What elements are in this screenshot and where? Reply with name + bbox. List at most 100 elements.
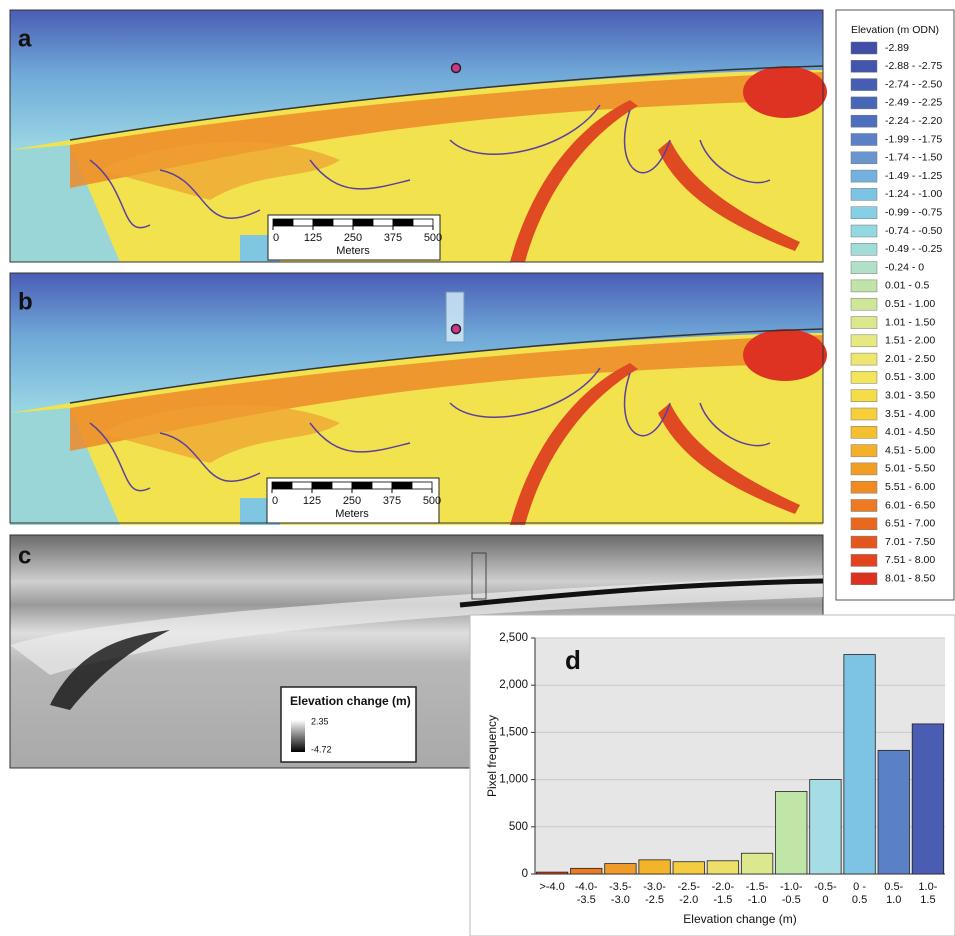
legend-label: 4.01 - 4.50 [885, 426, 935, 438]
x-tick-label: -3.5- [609, 881, 632, 893]
bar [535, 871, 569, 875]
legend-title: Elevation (m ODN) [851, 24, 939, 36]
y-tick-label: 1,500 [499, 726, 528, 738]
legend-swatch [850, 480, 878, 494]
x-tick-label: -1.5- [746, 881, 769, 893]
y-tick-label: 2,500 [499, 632, 528, 644]
legend-swatch [850, 133, 878, 146]
legend-swatch [850, 389, 878, 402]
scale-segment [351, 481, 373, 490]
map-panel: a 0 125 250 375 500 Meters [9, 9, 828, 263]
legend-swatch [850, 535, 878, 549]
legend-swatch [850, 224, 878, 238]
site-marker [450, 323, 462, 335]
map-panel: b 0 125 250 375 500 Meters [9, 272, 828, 526]
y-tick-label: 500 [509, 821, 528, 833]
legend-label: 3.01 - 3.50 [885, 389, 935, 401]
bar [740, 852, 774, 875]
legend-swatch [850, 188, 878, 201]
scale-tick-label: 375 [384, 232, 402, 244]
x-tick-label: -1.5 [713, 894, 732, 906]
legend-label: 0.51 - 1.00 [885, 298, 935, 310]
legend-swatch [850, 316, 878, 329]
legend-title: Elevation change (m) [290, 694, 411, 708]
y-tick-label: 2,000 [499, 679, 528, 691]
bar-chart: d Pixel frequency Elevation change (m) 0… [469, 614, 955, 936]
chart-title: d [565, 645, 581, 675]
bar [843, 654, 876, 875]
bar [604, 863, 637, 875]
legend-swatch [850, 261, 878, 274]
elevation-legend: Elevation (m ODN) -2.89 -2.88 - -2.75 -2.7… [835, 9, 955, 601]
x-tick-label: -2.5- [677, 881, 700, 893]
legend-label: -0.74 - -0.50 [885, 225, 942, 237]
x-tick-label: 0 [822, 894, 828, 906]
panel-label: b [18, 288, 33, 315]
site-marker [450, 62, 462, 74]
legend-swatch [850, 279, 878, 293]
legend-swatch [850, 554, 878, 567]
x-tick-label: 0.5 [852, 894, 867, 906]
panel-frame [9, 9, 824, 263]
panel-label: c [18, 542, 31, 569]
legend-swatch [850, 517, 878, 531]
legend-label: -2.74 - -2.50 [885, 78, 942, 90]
scale-segment [312, 218, 334, 227]
bar [706, 860, 740, 875]
legend-label: 3.51 - 4.00 [885, 408, 935, 420]
legend-label: 8.01 - 8.50 [885, 572, 935, 584]
legend-swatch [850, 334, 878, 348]
x-tick-label: -4.0- [575, 881, 598, 893]
scale-segment [412, 218, 434, 227]
y-tick-label: 1,000 [499, 774, 528, 786]
legend-label: 5.01 - 5.50 [885, 463, 935, 475]
bar [570, 867, 603, 875]
legend-min: -4.72 [311, 744, 332, 754]
scale-segment [272, 218, 294, 227]
scale-segment [352, 218, 374, 227]
scale-segment [331, 481, 353, 490]
legend-swatch [850, 462, 878, 476]
legend-swatch [850, 444, 878, 457]
scale-unit: Meters [336, 245, 370, 257]
legend-swatch [850, 426, 878, 439]
legend-swatch [850, 371, 878, 384]
transect-box [471, 552, 487, 600]
scale-tick-label: 375 [383, 495, 401, 507]
legend-label: 6.51 - 7.00 [885, 518, 935, 530]
legend-label: 5.51 - 6.00 [885, 481, 935, 493]
scale-tick-label: 250 [343, 495, 361, 507]
scale-tick-label: 250 [344, 232, 362, 244]
legend-label: -2.89 [885, 42, 909, 54]
legend-max: 2.35 [311, 716, 329, 726]
ridge [10, 575, 823, 675]
scale-segment [372, 218, 394, 227]
x-tick-label: -0.5- [814, 881, 837, 893]
ridge [459, 578, 824, 608]
bar [877, 749, 910, 875]
legend-swatch [850, 243, 878, 256]
legend-label: -2.24 - -2.20 [885, 115, 942, 127]
legend-swatch [850, 151, 878, 165]
x-tick-label: -1.0- [780, 881, 803, 893]
x-tick-label: -1.0 [748, 894, 767, 906]
scale-tick-label: 500 [423, 495, 441, 507]
x-axis-label: Elevation change (m) [683, 912, 796, 926]
change-legend: Elevation change (m) 2.35 -4.72 [280, 686, 417, 763]
plot-area [535, 638, 945, 874]
scale-segment [292, 218, 314, 227]
legend-label: -0.24 - 0 [885, 261, 924, 273]
x-tick-label: -3.0 [611, 894, 630, 906]
x-tick-label: -2.0- [712, 881, 735, 893]
legend-label: 0.01 - 0.5 [885, 280, 930, 292]
legend-swatch [850, 41, 878, 55]
legend-label: -0.99 - -0.75 [885, 206, 942, 218]
x-tick-label: 0 - [853, 881, 866, 893]
x-tick-label: >-4.0 [539, 881, 564, 893]
legend-swatch [850, 169, 878, 183]
scale-tick-label: 0 [273, 232, 279, 244]
legend-label: 2.01 - 2.50 [885, 353, 935, 365]
scale-segment [291, 481, 313, 490]
scale-segment [332, 218, 354, 227]
